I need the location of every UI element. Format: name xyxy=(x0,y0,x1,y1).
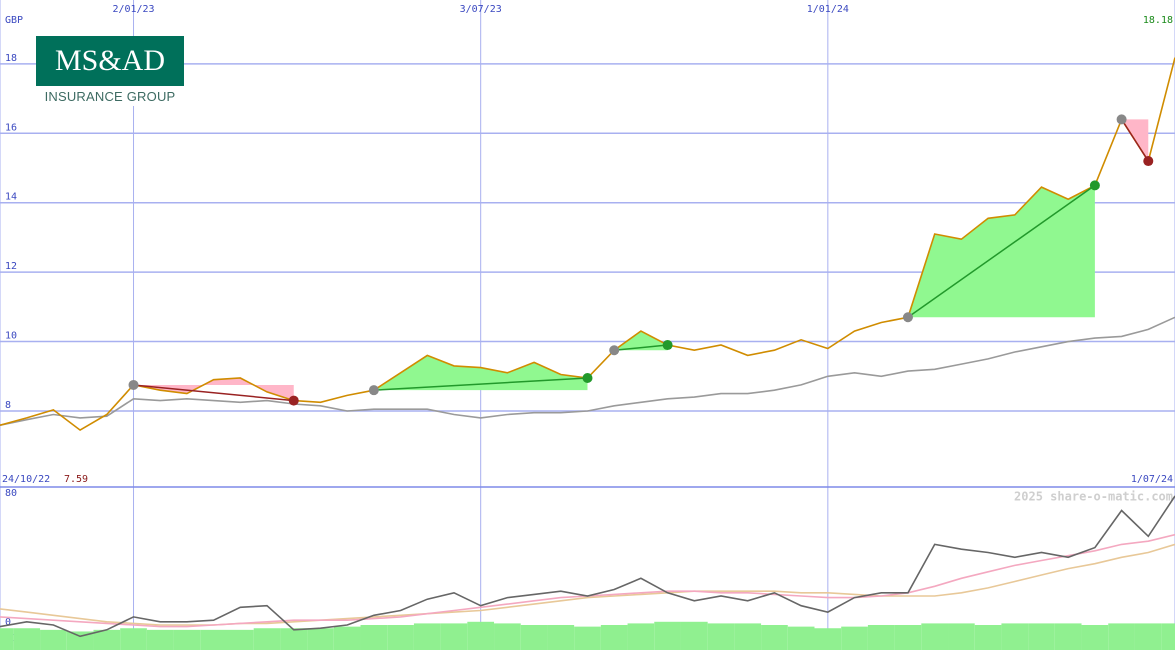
bar xyxy=(1081,625,1109,650)
bar xyxy=(146,629,174,650)
trade-exit xyxy=(288,395,299,406)
bar xyxy=(627,623,655,650)
bar xyxy=(13,628,41,650)
bar xyxy=(600,625,628,650)
bar xyxy=(707,623,735,650)
bar xyxy=(66,631,94,650)
x-tick-label: 1/01/24 xyxy=(807,4,849,15)
y-axis-label: GBP xyxy=(5,15,23,26)
trade-line xyxy=(907,184,1096,318)
trade-entry xyxy=(368,385,379,396)
trade-line xyxy=(373,377,588,391)
bar xyxy=(787,626,815,650)
bar xyxy=(974,625,1002,650)
y-tick-label: 14 xyxy=(5,192,17,203)
bar xyxy=(1001,623,1029,650)
trade-line xyxy=(133,384,294,402)
y-tick-label: 18 xyxy=(5,53,17,64)
trade-line xyxy=(1120,119,1149,162)
bar xyxy=(574,626,601,650)
trade-entry xyxy=(1116,114,1127,125)
trade-entry xyxy=(902,312,913,323)
bar xyxy=(547,625,575,650)
x-tick-label: 1/07/24 xyxy=(1131,474,1173,485)
first-value-label: 7.59 xyxy=(64,474,88,485)
bar xyxy=(1108,623,1135,650)
bar xyxy=(467,621,495,650)
bar xyxy=(0,628,14,650)
bar xyxy=(948,623,975,650)
series-line xyxy=(0,495,1175,638)
bar xyxy=(680,621,708,650)
x-tick-label: 24/10/22 xyxy=(2,474,50,485)
bar xyxy=(333,626,361,650)
bar xyxy=(120,628,147,650)
trade-entry xyxy=(128,379,139,390)
bar xyxy=(200,629,227,650)
bar xyxy=(841,626,868,650)
bar xyxy=(280,628,308,650)
bar xyxy=(520,625,548,650)
y-tick-label: 16 xyxy=(5,122,17,133)
bar xyxy=(413,623,441,650)
y-tick-label: 8 xyxy=(5,400,11,411)
bar xyxy=(654,621,681,650)
series-line xyxy=(0,543,1175,626)
bar xyxy=(1054,623,1082,650)
trade-exit xyxy=(1143,156,1154,167)
trade-area xyxy=(614,331,668,351)
bar xyxy=(1134,623,1162,650)
bar xyxy=(253,628,281,650)
trade-exit xyxy=(582,373,593,384)
trade-exit xyxy=(1089,180,1100,191)
bar xyxy=(867,625,895,650)
trade-exit xyxy=(662,340,673,351)
bar xyxy=(761,625,788,650)
bar xyxy=(40,629,67,650)
bar xyxy=(894,625,922,650)
x-tick-label: 3/07/23 xyxy=(460,4,502,15)
bar xyxy=(360,625,388,650)
bar xyxy=(307,628,334,650)
y-tick-label: 80 xyxy=(5,488,17,499)
bar xyxy=(226,629,254,650)
bar xyxy=(814,628,842,650)
logo-name: MS&AD xyxy=(36,36,184,86)
bar xyxy=(734,623,762,650)
trade-area xyxy=(133,378,294,401)
bar xyxy=(387,625,414,650)
y-tick-label: 10 xyxy=(5,331,17,342)
trade-entry xyxy=(609,345,620,356)
y-tick-label: 12 xyxy=(5,261,17,272)
bar xyxy=(173,629,201,650)
credit: 2025 share-o-matic.com xyxy=(1014,490,1173,504)
bar xyxy=(494,623,521,650)
logo-tagline: INSURANCE GROUP xyxy=(36,86,184,106)
last-value-label: 18.18 xyxy=(1143,15,1173,26)
bar xyxy=(1161,623,1175,650)
logo: MS&AD INSURANCE GROUP xyxy=(36,36,184,106)
bar xyxy=(921,623,949,650)
trade-line xyxy=(614,344,668,351)
bar xyxy=(440,623,468,650)
bar xyxy=(1028,623,1055,650)
bar xyxy=(93,629,121,650)
x-tick-label: 2/01/23 xyxy=(112,4,154,15)
series-line xyxy=(0,316,1175,426)
y-tick-label: 0 xyxy=(5,617,11,628)
